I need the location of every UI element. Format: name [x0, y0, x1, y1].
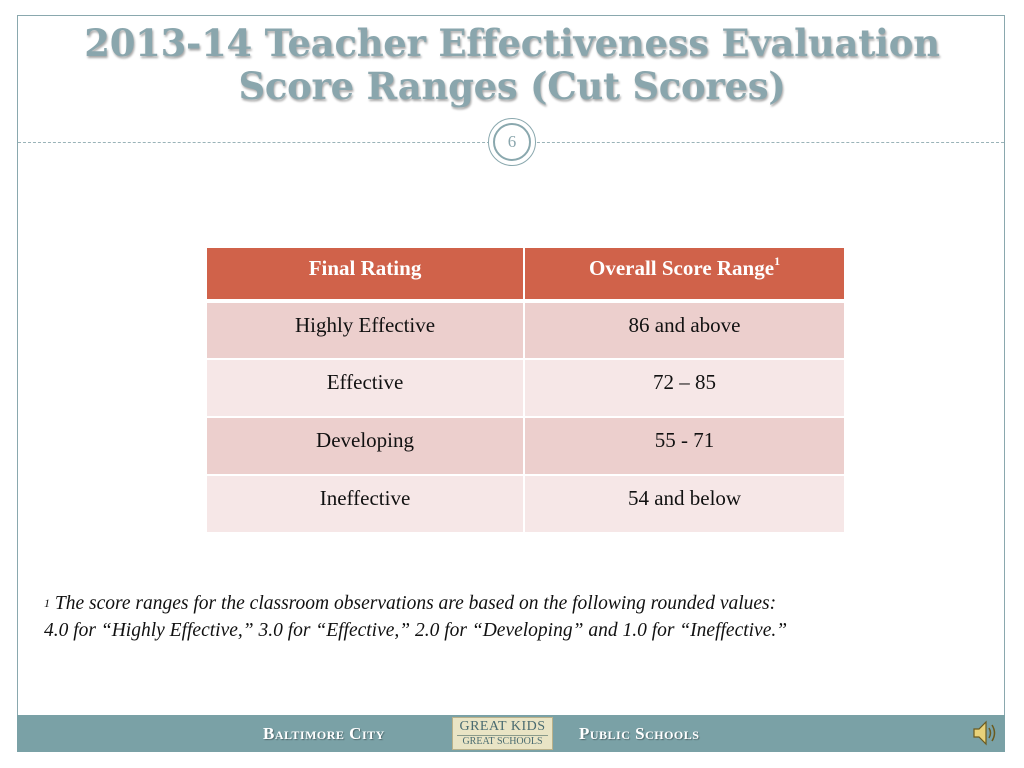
logo-line-2: GREAT SCHOOLS	[457, 735, 548, 748]
table-row: Ineffective 54 and below	[204, 474, 846, 534]
rating-cell: Effective	[204, 358, 526, 418]
title-line-1: 2013-14 Teacher Effectiveness Evaluation	[84, 21, 940, 65]
range-cell: 55 - 71	[523, 416, 846, 476]
footnote-marker: 1	[44, 596, 50, 610]
table-header-row: Final Rating Overall Score Range1	[204, 246, 846, 303]
range-cell: 86 and above	[523, 300, 846, 360]
header-footnote-marker: 1	[774, 254, 781, 268]
footnote-line-1: 1 The score ranges for the classroom obs…	[44, 590, 1004, 617]
range-cell: 54 and below	[523, 474, 846, 534]
footer-left-text: Baltimore City	[263, 724, 385, 744]
table-row: Developing 55 - 71	[204, 416, 846, 476]
footnote: 1 The score ranges for the classroom obs…	[44, 590, 1004, 644]
slide-title: 2013-14 Teacher Effectiveness Evaluation…	[0, 22, 1024, 108]
great-kids-logo: GREAT KIDS GREAT SCHOOLS	[452, 717, 553, 750]
header-final-rating: Final Rating	[204, 246, 526, 303]
range-cell: 72 – 85	[523, 358, 846, 418]
slide-number-badge: 6	[488, 118, 536, 166]
speaker-icon[interactable]	[972, 718, 998, 748]
table-row: Highly Effective 86 and above	[204, 300, 846, 360]
table-row: Effective 72 – 85	[204, 358, 846, 418]
footer-left-label: Baltimore City	[263, 724, 385, 743]
header-final-rating-label: Final Rating	[308, 256, 422, 280]
rating-cell: Highly Effective	[204, 300, 526, 360]
footer-right-text: Public Schools	[579, 724, 699, 744]
footnote-text-1: The score ranges for the classroom obser…	[50, 593, 777, 614]
rating-cell: Ineffective	[204, 474, 526, 534]
title-line-2: Score Ranges (Cut Scores)	[238, 64, 786, 108]
rating-cell: Developing	[204, 416, 526, 476]
footer-right-label: Public Schools	[579, 724, 700, 743]
logo-line-1: GREAT KIDS	[459, 719, 546, 734]
slide-number: 6	[493, 123, 531, 161]
header-overall-score-range-label: Overall Score Range	[588, 256, 775, 280]
header-overall-score-range: Overall Score Range1	[523, 246, 846, 303]
footnote-line-2: 4.0 for “Highly Effective,” 3.0 for “Eff…	[44, 620, 788, 641]
score-range-table: Final Rating Overall Score Range1 Highly…	[204, 246, 846, 534]
